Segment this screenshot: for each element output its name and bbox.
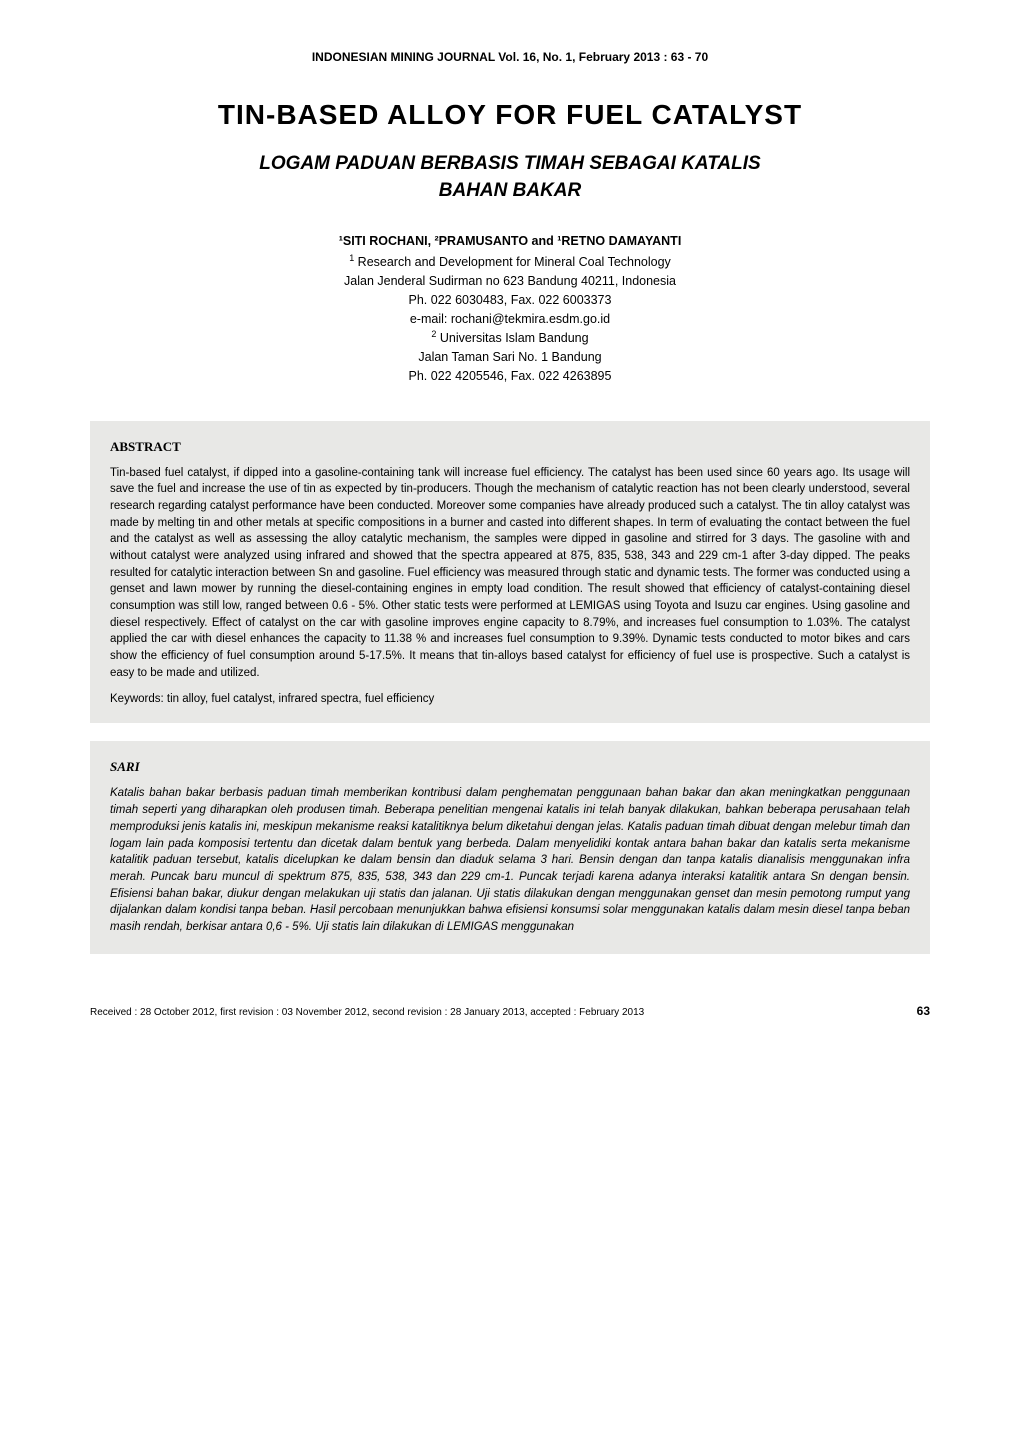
authors-line: ¹SITI ROCHANI, ²PRAMUSANTO and ¹RETNO DA… xyxy=(90,234,930,248)
affiliation-line-1: Research and Development for Mineral Coa… xyxy=(354,255,671,269)
keywords-line: Keywords: tin alloy, fuel catalyst, infr… xyxy=(110,693,910,705)
article-subtitle: LOGAM PADUAN BERBASIS TIMAH SEBAGAI KATA… xyxy=(90,151,930,204)
affiliation-block: 1 Research and Development for Mineral C… xyxy=(90,252,930,386)
journal-header: INDONESIAN MINING JOURNAL Vol. 16, No. 1… xyxy=(90,50,930,64)
footer-received-text: Received : 28 October 2012, first revisi… xyxy=(90,1007,644,1018)
abstract-heading: ABSTRACT xyxy=(110,439,910,455)
sari-heading: SARI xyxy=(110,759,910,775)
article-title: TIN-BASED ALLOY FOR FUEL CATALYST xyxy=(90,99,930,131)
subtitle-line-2: BAHAN BAKAR xyxy=(439,180,582,201)
affiliation-line-3: Ph. 022 6030483, Fax. 022 6003373 xyxy=(409,293,612,307)
abstract-box: ABSTRACT Tin-based fuel catalyst, if dip… xyxy=(90,421,930,724)
affiliation-line-4: e-mail: rochani@tekmira.esdm.go.id xyxy=(410,312,610,326)
affiliation-line-6: Jalan Taman Sari No. 1 Bandung xyxy=(418,350,601,364)
page-footer: Received : 28 October 2012, first revisi… xyxy=(90,1004,930,1018)
affiliation-line-7: Ph. 022 4205546, Fax. 022 4263895 xyxy=(409,369,612,383)
sari-text: Katalis bahan bakar berbasis paduan tima… xyxy=(110,785,910,935)
affiliation-line-5: Universitas Islam Bandung xyxy=(436,332,588,346)
page-number: 63 xyxy=(917,1004,930,1018)
sari-box: SARI Katalis bahan bakar berbasis paduan… xyxy=(90,741,930,953)
abstract-text: Tin-based fuel catalyst, if dipped into … xyxy=(110,465,910,682)
affiliation-line-2: Jalan Jenderal Sudirman no 623 Bandung 4… xyxy=(344,274,676,288)
subtitle-line-1: LOGAM PADUAN BERBASIS TIMAH SEBAGAI KATA… xyxy=(259,153,760,174)
